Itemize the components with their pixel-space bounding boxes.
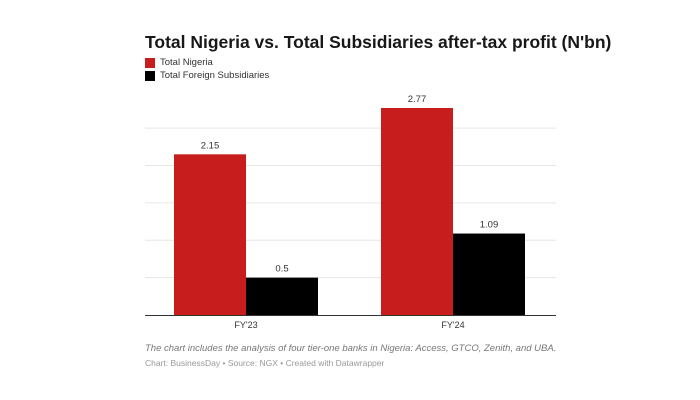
x-tick-label: FY'23 [234, 320, 257, 330]
x-tick-label: FY'24 [441, 320, 464, 330]
legend-label: Total Nigeria [160, 57, 213, 68]
legend-label: Total Foreign Subsidiaries [160, 70, 270, 81]
bar [381, 108, 453, 315]
legend-item-foreign-subsidiaries: Total Foreign Subsidiaries [145, 70, 269, 81]
chart-notes: The chart includes the analysis of four … [145, 343, 557, 354]
legend-item-total-nigeria: Total Nigeria [145, 57, 213, 68]
bar [453, 233, 525, 315]
data-label: 0.5 [275, 264, 288, 275]
data-label: 2.77 [408, 94, 427, 105]
bar [246, 277, 318, 315]
chart-title: Total Nigeria vs. Total Subsidiaries aft… [145, 32, 612, 52]
bar [174, 154, 246, 315]
legend-swatch-black [145, 70, 155, 81]
data-label: 2.15 [201, 140, 220, 151]
data-label: 1.09 [480, 220, 499, 231]
legend-swatch-red [145, 57, 155, 68]
chart-credit: Chart: BusinessDay • Source: NGX • Creat… [145, 358, 385, 368]
